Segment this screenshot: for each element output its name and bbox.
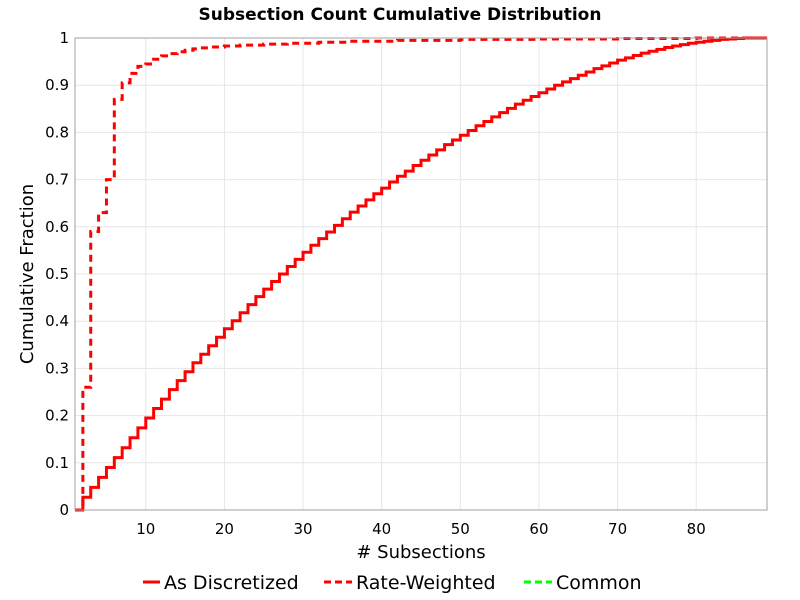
- series-line-rate-weighted: [75, 36, 767, 512]
- series-lines: [75, 36, 767, 512]
- x-tick-label: 60: [529, 520, 548, 538]
- series-line-as-discretized: [75, 36, 767, 512]
- x-tick-label: 70: [608, 520, 627, 538]
- y-tick-label: 0.7: [45, 171, 69, 189]
- plot-border: [74, 37, 768, 511]
- y-axis-label: Cumulative Fraction: [17, 184, 38, 364]
- y-tick-label: 0.4: [45, 312, 69, 330]
- y-tick-label: 0.2: [45, 407, 69, 425]
- y-tick-label: 0.6: [45, 218, 69, 236]
- x-tick-label: 30: [293, 520, 312, 538]
- chart-title: Subsection Count Cumulative Distribution: [199, 5, 602, 25]
- y-tick-label: 0.3: [45, 359, 69, 377]
- y-tick-label: 0.8: [45, 123, 69, 141]
- legend-label: As Discretized: [164, 572, 299, 594]
- y-tick-label: 0.9: [45, 76, 69, 94]
- x-tick-label: 80: [687, 520, 706, 538]
- x-tick-label: 40: [372, 520, 391, 538]
- x-tick-label: 50: [451, 520, 470, 538]
- legend-label: Common: [556, 572, 642, 594]
- y-tick-label: 0: [59, 501, 69, 519]
- x-tick-label: 10: [136, 520, 155, 538]
- x-tick-label: 20: [215, 520, 234, 538]
- legend-label: Rate-Weighted: [356, 572, 496, 594]
- axis-ticks: 10 20 30 40 50 60 70 80 0 0.1 0.2 0.3 0.4 0.5 0.6 0.7 0.…: [45, 29, 706, 538]
- y-tick-label: 0.5: [45, 265, 69, 283]
- y-tick-label: 0.1: [45, 454, 69, 472]
- y-tick-label: 1: [59, 29, 69, 47]
- x-axis-label: # Subsections: [356, 542, 485, 563]
- legend: As Discretized Rate-Weighted Common: [143, 572, 642, 594]
